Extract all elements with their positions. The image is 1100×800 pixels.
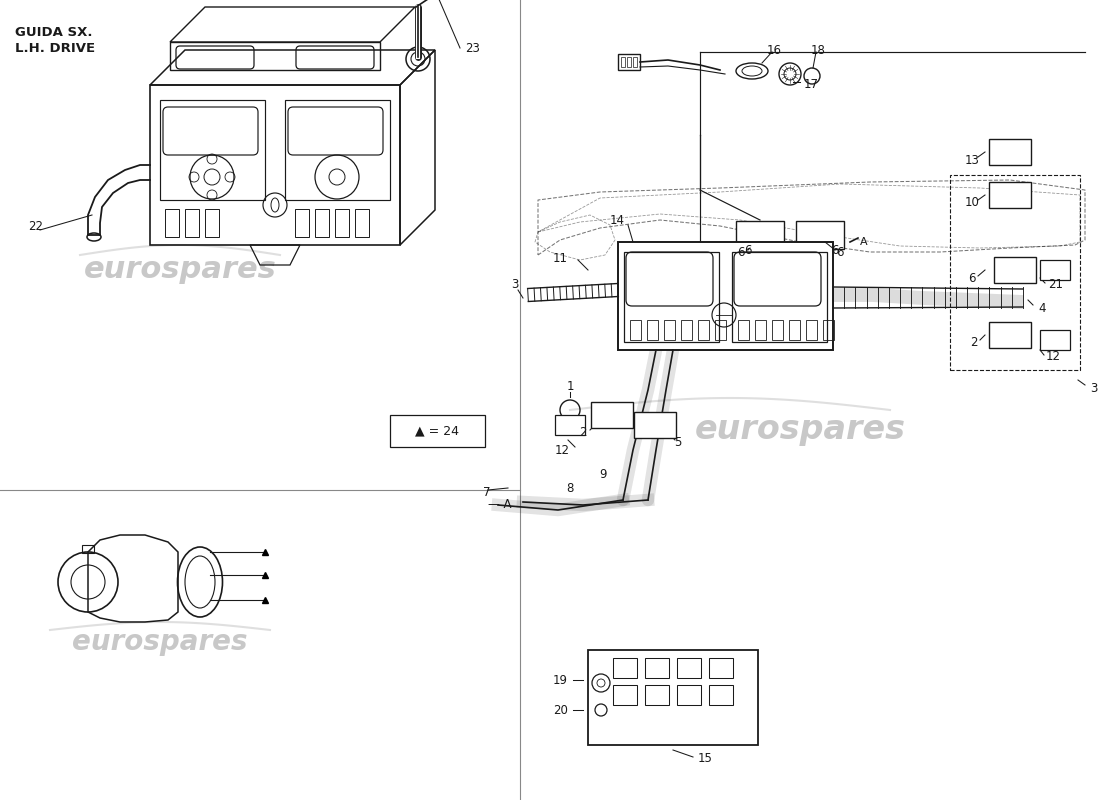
Text: GUIDA SX.: GUIDA SX. bbox=[15, 26, 92, 38]
Text: 17: 17 bbox=[804, 78, 820, 90]
Bar bbox=[160, 100, 265, 200]
Text: — A: — A bbox=[488, 498, 512, 511]
Text: 18: 18 bbox=[811, 43, 825, 57]
Bar bbox=[613, 658, 637, 678]
Bar bbox=[732, 252, 827, 342]
Text: 6: 6 bbox=[745, 243, 751, 257]
Bar bbox=[738, 320, 749, 340]
Bar bbox=[681, 320, 692, 340]
Bar bbox=[989, 322, 1031, 348]
Bar bbox=[613, 685, 637, 705]
Bar bbox=[205, 209, 219, 237]
Text: eurospares: eurospares bbox=[84, 255, 276, 285]
Text: 12: 12 bbox=[1046, 350, 1062, 363]
Text: 9: 9 bbox=[600, 469, 607, 482]
Text: 6: 6 bbox=[832, 243, 838, 257]
Bar bbox=[715, 320, 726, 340]
Bar bbox=[591, 402, 632, 428]
Text: 21: 21 bbox=[1048, 278, 1063, 291]
Text: 14: 14 bbox=[610, 214, 625, 226]
Text: A: A bbox=[860, 237, 868, 247]
Bar bbox=[710, 658, 733, 678]
Bar bbox=[295, 209, 309, 237]
Bar bbox=[772, 320, 783, 340]
Bar bbox=[165, 209, 179, 237]
Bar bbox=[950, 175, 1080, 370]
Bar bbox=[170, 42, 380, 70]
Bar bbox=[632, 57, 637, 67]
Text: eurospares: eurospares bbox=[73, 628, 248, 656]
Text: 22: 22 bbox=[28, 219, 43, 233]
Bar bbox=[823, 320, 834, 340]
Text: ▲ = 24: ▲ = 24 bbox=[415, 425, 459, 438]
Text: 6: 6 bbox=[737, 246, 745, 258]
Text: 13: 13 bbox=[965, 154, 979, 166]
Bar bbox=[618, 54, 640, 70]
Bar bbox=[150, 85, 400, 245]
Bar bbox=[82, 545, 94, 553]
Text: 7: 7 bbox=[483, 486, 491, 498]
Bar bbox=[627, 57, 631, 67]
Bar bbox=[698, 320, 710, 340]
Bar bbox=[994, 257, 1036, 283]
Bar bbox=[647, 320, 658, 340]
Text: 6: 6 bbox=[968, 271, 976, 285]
Text: 4: 4 bbox=[1038, 302, 1045, 314]
Text: 19: 19 bbox=[553, 674, 568, 686]
Text: 2: 2 bbox=[580, 426, 586, 439]
Text: 3: 3 bbox=[512, 278, 519, 291]
Text: 16: 16 bbox=[767, 43, 781, 57]
Bar bbox=[556, 415, 585, 435]
Bar bbox=[736, 221, 784, 249]
Bar bbox=[989, 182, 1031, 208]
Bar bbox=[630, 320, 641, 340]
Bar bbox=[285, 100, 390, 200]
Text: eurospares: eurospares bbox=[694, 414, 905, 446]
Bar bbox=[806, 320, 817, 340]
Bar bbox=[989, 139, 1031, 165]
Bar bbox=[355, 209, 368, 237]
Text: 12: 12 bbox=[554, 443, 570, 457]
Text: 8: 8 bbox=[566, 482, 574, 494]
Bar bbox=[796, 221, 844, 249]
Bar bbox=[755, 320, 766, 340]
Text: 10: 10 bbox=[965, 195, 979, 209]
Text: 5: 5 bbox=[674, 437, 682, 450]
Text: 15: 15 bbox=[698, 753, 713, 766]
Bar bbox=[588, 650, 758, 745]
Bar bbox=[618, 242, 833, 350]
Bar bbox=[645, 658, 669, 678]
Text: 11: 11 bbox=[553, 251, 568, 265]
Text: 1: 1 bbox=[566, 381, 574, 394]
Bar bbox=[789, 320, 800, 340]
Text: 2: 2 bbox=[970, 335, 978, 349]
Bar bbox=[185, 209, 199, 237]
Bar bbox=[676, 658, 701, 678]
Text: 23: 23 bbox=[465, 42, 480, 54]
Text: L.H. DRIVE: L.H. DRIVE bbox=[15, 42, 95, 54]
Bar bbox=[621, 57, 625, 67]
Bar bbox=[645, 685, 669, 705]
Text: 20: 20 bbox=[553, 703, 568, 717]
Text: 3: 3 bbox=[1090, 382, 1098, 394]
Text: 6: 6 bbox=[836, 246, 844, 258]
Bar bbox=[390, 415, 485, 447]
Bar bbox=[710, 685, 733, 705]
Bar bbox=[336, 209, 349, 237]
Bar bbox=[664, 320, 675, 340]
Bar bbox=[315, 209, 329, 237]
Bar bbox=[624, 252, 719, 342]
Bar bbox=[634, 412, 676, 438]
Bar bbox=[1040, 260, 1070, 280]
Bar bbox=[1040, 330, 1070, 350]
Bar bbox=[676, 685, 701, 705]
